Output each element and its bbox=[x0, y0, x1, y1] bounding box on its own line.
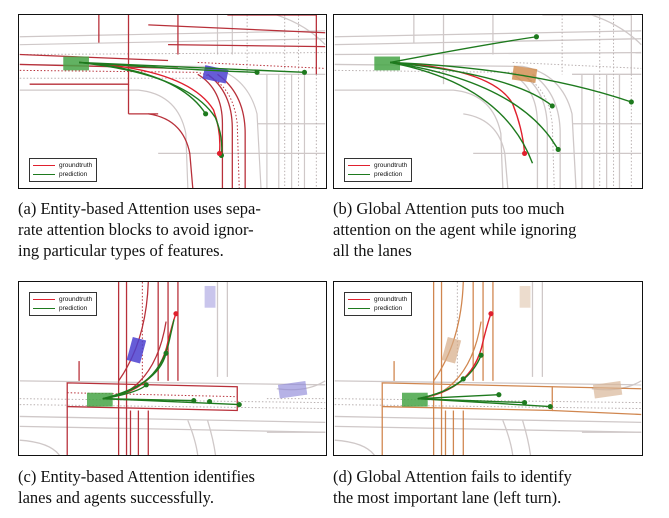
ego-agent-box bbox=[86, 392, 113, 407]
scene-b-canvas bbox=[334, 15, 642, 188]
panel-b-global-attention-scene: groundtruth prediction bbox=[333, 14, 643, 189]
prediction-endpoint bbox=[203, 111, 209, 117]
prediction-swatch bbox=[348, 174, 370, 175]
prediction-endpoint bbox=[522, 400, 528, 406]
prediction-swatch bbox=[33, 174, 55, 175]
legend-item-groundtruth: groundtruth bbox=[33, 161, 92, 170]
legend-item-prediction: prediction bbox=[348, 170, 407, 179]
caption-a-line-3: ing particular types of features. bbox=[18, 241, 224, 260]
groundtruth-endpoint bbox=[173, 311, 179, 317]
prediction-trajectory bbox=[390, 61, 632, 103]
caption-d-line-2: the most important lane (left turn). bbox=[333, 488, 562, 507]
groundtruth-swatch bbox=[348, 299, 370, 300]
prediction-endpoint bbox=[460, 376, 466, 382]
prediction-trajectory bbox=[417, 394, 499, 400]
agent-box bbox=[277, 380, 308, 399]
agent-box bbox=[519, 285, 531, 308]
ego-agent-box bbox=[374, 56, 401, 71]
agent-box bbox=[441, 336, 462, 364]
prediction-trajectory bbox=[390, 61, 559, 150]
prediction-endpoint bbox=[236, 402, 242, 408]
caption-d: (d) Global Attention fails to identify t… bbox=[333, 466, 572, 508]
caption-a-line-2: rate attention blocks to avoid ignor- bbox=[18, 220, 254, 239]
prediction-endpoint bbox=[533, 34, 540, 40]
legend: groundtruth prediction bbox=[344, 292, 413, 316]
ego-agent-box bbox=[63, 56, 89, 71]
ego-agent-box bbox=[401, 392, 428, 407]
panel-a-entity-attention-scene: groundtruth prediction bbox=[18, 14, 327, 189]
caption-c: (c) Entity-based Attention identifies la… bbox=[18, 466, 255, 508]
legend-label-prediction: prediction bbox=[374, 171, 403, 178]
groundtruth-endpoint bbox=[488, 311, 494, 317]
prediction-endpoint bbox=[191, 398, 197, 404]
legend-label-groundtruth: groundtruth bbox=[59, 162, 93, 169]
prediction-endpoint bbox=[207, 399, 213, 405]
prediction-trajectory bbox=[102, 319, 175, 400]
legend-item-prediction: prediction bbox=[33, 170, 92, 179]
caption-b-line-3: all the lanes bbox=[333, 241, 412, 260]
caption-b: (b) Global Attention puts too much atten… bbox=[333, 198, 576, 261]
panel-c-entity-attention-scene: groundtruth prediction bbox=[18, 281, 327, 456]
groundtruth-trajectory bbox=[390, 61, 526, 154]
groundtruth-trajectory bbox=[79, 61, 221, 154]
groundtruth-swatch bbox=[33, 299, 55, 300]
prediction-trajectory bbox=[79, 61, 223, 156]
panel-d-global-attention-scene: groundtruth prediction bbox=[333, 281, 643, 456]
prediction-endpoint bbox=[478, 352, 484, 358]
prediction-endpoint bbox=[549, 103, 555, 109]
prediction-trajectory bbox=[102, 397, 194, 402]
legend-item-groundtruth: groundtruth bbox=[348, 161, 407, 170]
scene-a-canvas bbox=[19, 15, 326, 188]
groundtruth-endpoint bbox=[216, 150, 223, 156]
caption-a: (a) Entity-based Attention uses sepa- ra… bbox=[18, 198, 261, 261]
legend: groundtruth prediction bbox=[29, 158, 98, 182]
legend-item-groundtruth: groundtruth bbox=[348, 295, 407, 304]
prediction-swatch bbox=[348, 308, 370, 309]
scene-c-canvas bbox=[19, 282, 326, 455]
prediction-swatch bbox=[33, 308, 55, 309]
groundtruth-swatch bbox=[348, 165, 370, 166]
groundtruth-endpoint bbox=[522, 150, 528, 156]
groundtruth-swatch bbox=[33, 165, 55, 166]
caption-c-line-1: (c) Entity-based Attention identifies bbox=[18, 467, 255, 486]
prediction-trajectory bbox=[417, 354, 482, 400]
caption-b-line-1: (b) Global Attention puts too much bbox=[333, 199, 565, 218]
caption-c-line-2: lanes and agents successfully. bbox=[18, 488, 214, 507]
legend-item-prediction: prediction bbox=[33, 304, 92, 313]
caption-b-line-2: attention on the agent while ignoring bbox=[333, 220, 577, 239]
legend-item-groundtruth: groundtruth bbox=[33, 295, 92, 304]
agent-box bbox=[204, 285, 216, 308]
legend: groundtruth prediction bbox=[29, 292, 98, 316]
prediction-trajectory bbox=[390, 61, 553, 107]
prediction-trajectory bbox=[417, 397, 525, 404]
agent-box bbox=[592, 380, 623, 399]
caption-a-line-1: (a) Entity-based Attention uses sepa- bbox=[18, 199, 261, 218]
prediction-trajectory bbox=[390, 61, 534, 164]
prediction-endpoint bbox=[301, 69, 308, 75]
legend: groundtruth prediction bbox=[344, 158, 413, 182]
legend-item-prediction: prediction bbox=[348, 304, 407, 313]
legend-label-groundtruth: groundtruth bbox=[59, 296, 93, 303]
prediction-trajectory bbox=[390, 36, 537, 64]
agent-box bbox=[126, 336, 147, 364]
prediction-endpoint bbox=[143, 382, 149, 388]
prediction-endpoint bbox=[254, 69, 260, 75]
legend-label-groundtruth: groundtruth bbox=[374, 296, 408, 303]
legend-label-prediction: prediction bbox=[59, 171, 88, 178]
scene-d-canvas bbox=[334, 282, 642, 455]
prediction-endpoint bbox=[496, 392, 502, 398]
legend-label-groundtruth: groundtruth bbox=[374, 162, 408, 169]
caption-d-line-1: (d) Global Attention fails to identify bbox=[333, 467, 572, 486]
prediction-endpoint bbox=[555, 146, 561, 153]
legend-label-prediction: prediction bbox=[374, 305, 403, 312]
prediction-trajectory bbox=[79, 61, 305, 74]
prediction-trajectory bbox=[79, 61, 258, 74]
legend-label-prediction: prediction bbox=[59, 305, 88, 312]
prediction-endpoint bbox=[628, 99, 634, 105]
agent-box bbox=[511, 65, 538, 83]
prediction-endpoint bbox=[547, 403, 553, 410]
prediction-endpoint bbox=[163, 350, 169, 356]
